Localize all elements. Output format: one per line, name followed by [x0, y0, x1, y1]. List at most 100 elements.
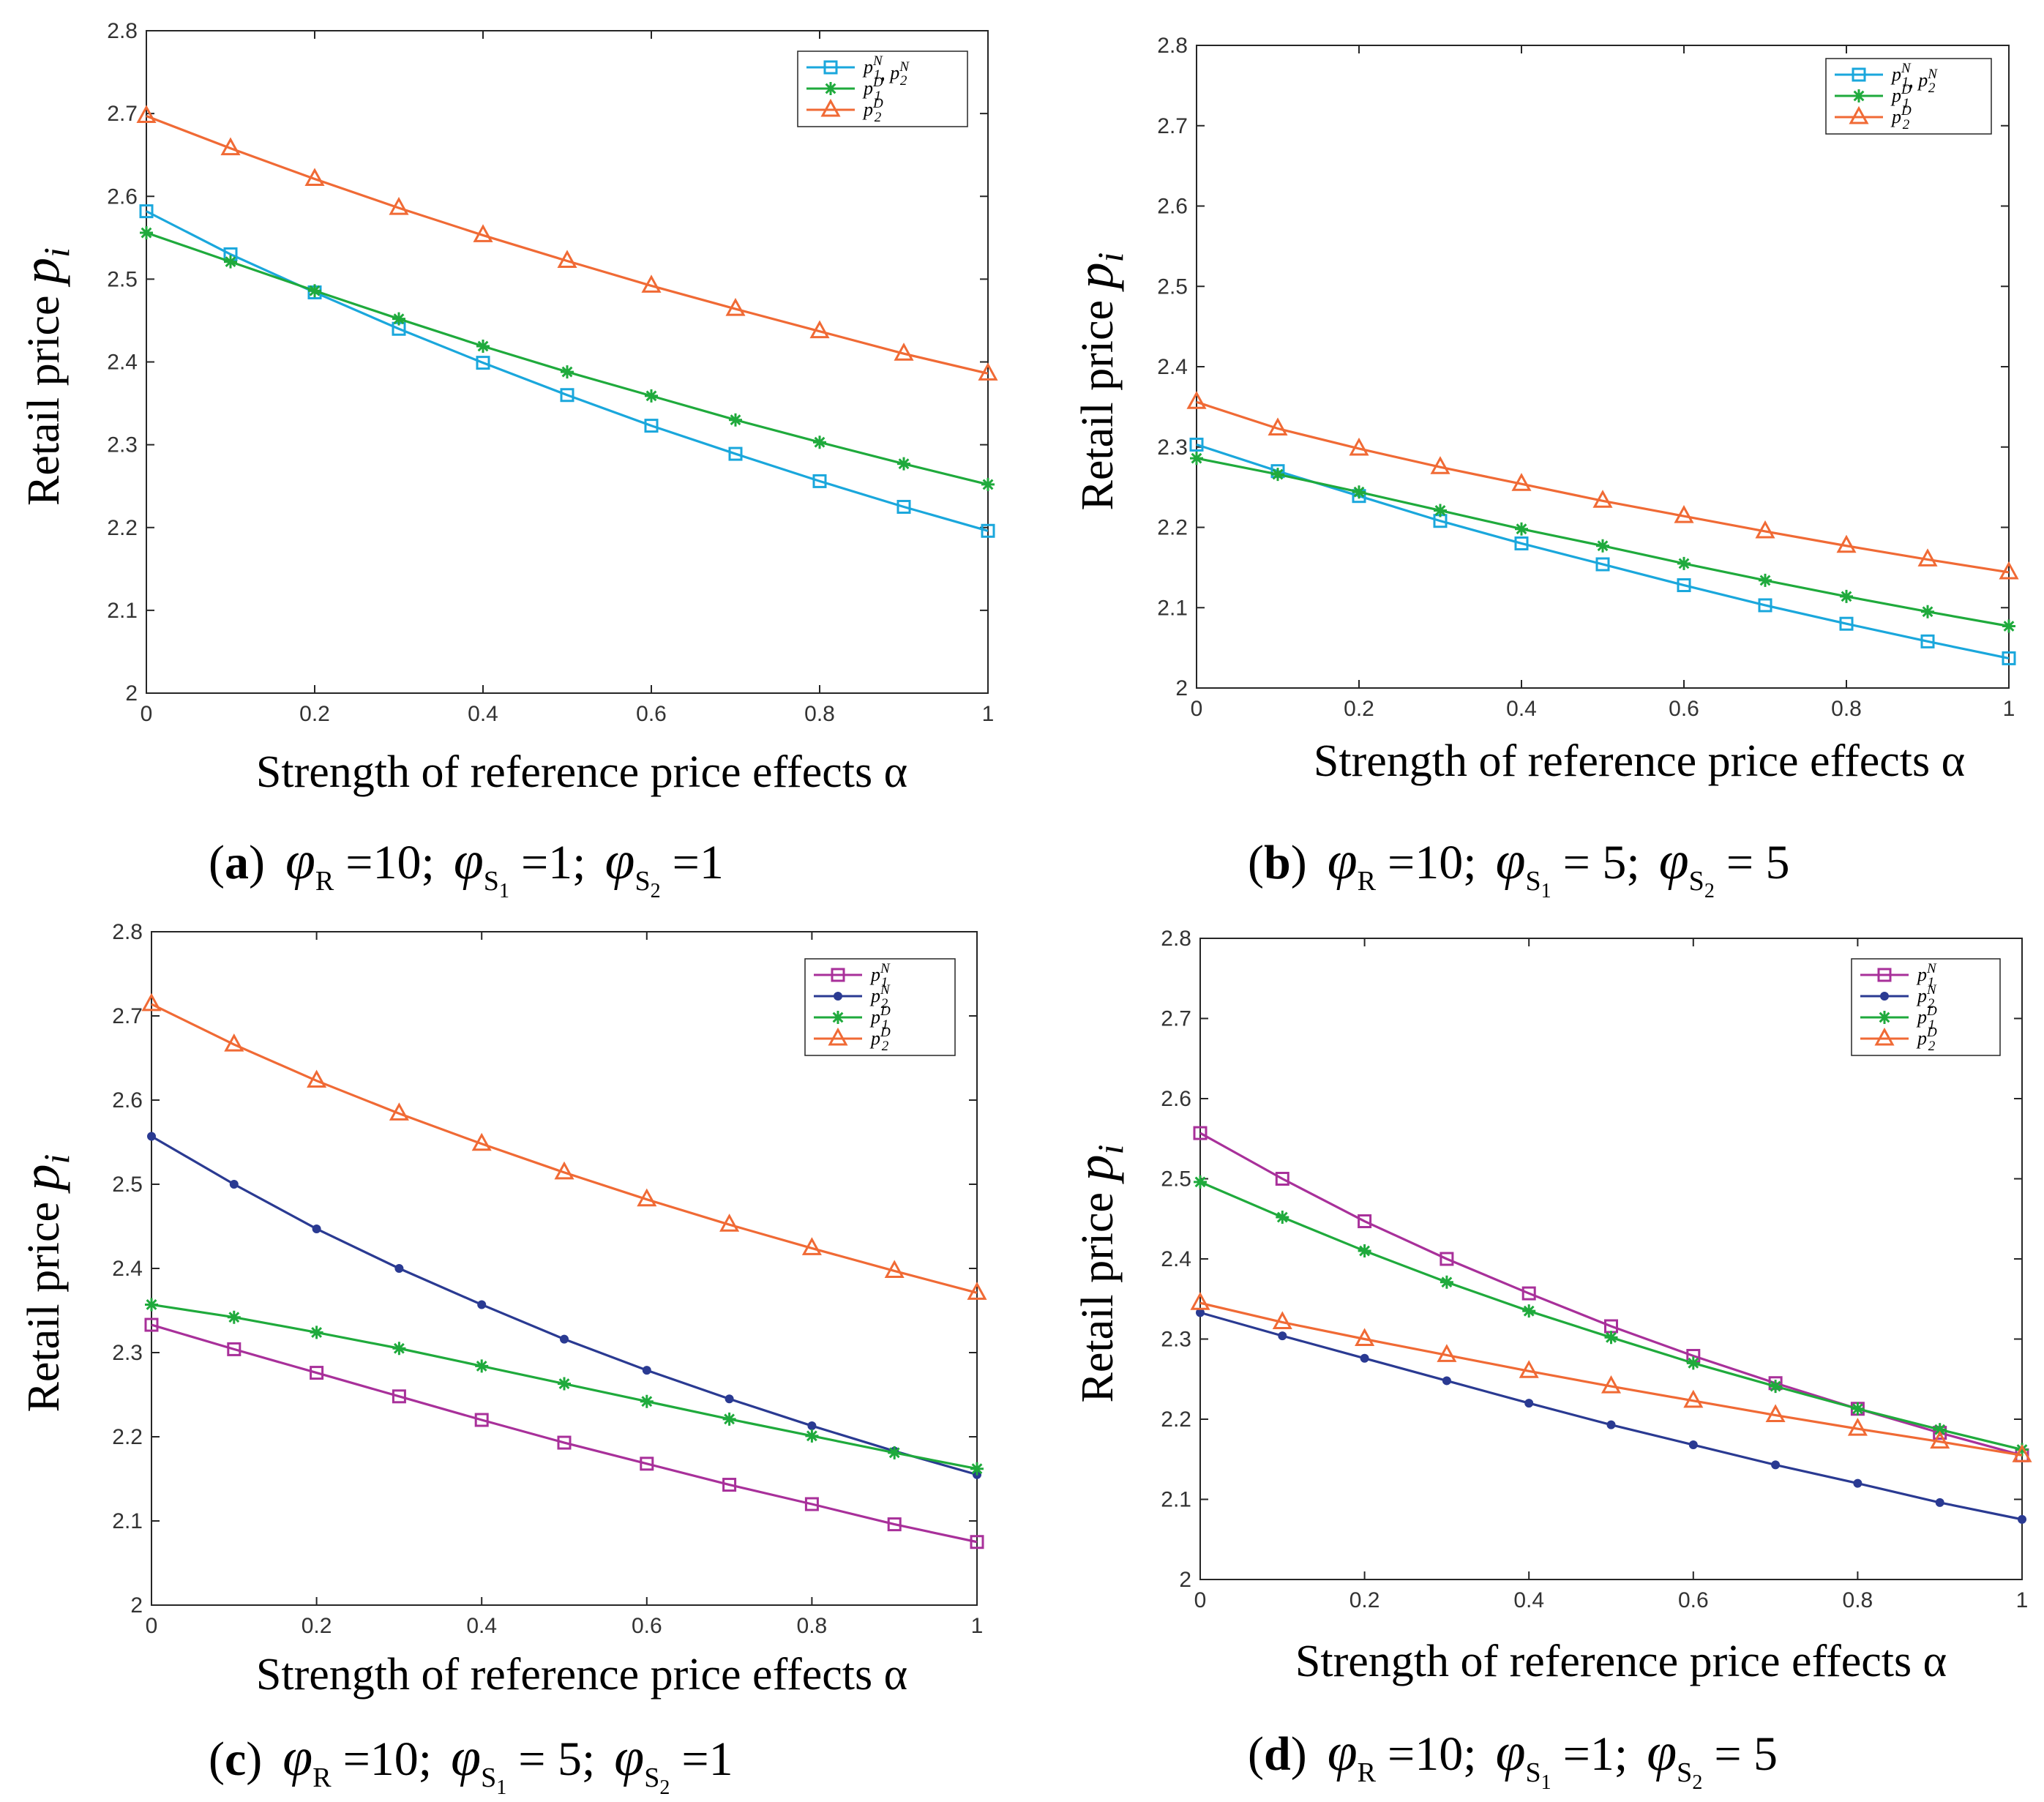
data-point-marker — [227, 1310, 241, 1324]
caption-paren: ) — [1291, 836, 1307, 889]
y-tick-label: 2.6 — [112, 1088, 143, 1113]
legend-base: p — [1890, 85, 1901, 106]
data-point-marker — [981, 523, 995, 538]
caption-value: =10; — [1388, 836, 1477, 889]
legend: pN 1pN 2pD 1pD 2 — [1851, 958, 2001, 1056]
caption-value: =10; — [345, 836, 435, 889]
legend-sub: 2 — [882, 1039, 889, 1054]
y-tick-label: 2.3 — [1157, 435, 1188, 460]
legend-sup: N — [880, 982, 891, 998]
legend-sub: 2 — [1928, 81, 1936, 96]
data-point-marker — [2015, 1443, 2029, 1457]
y-tick-label: 2.7 — [1161, 1007, 1191, 1031]
series-line — [146, 210, 989, 532]
caption-letter: a — [225, 836, 249, 889]
x-axis-label: Strength of reference price effects α — [256, 747, 907, 797]
data-point-marker — [144, 1317, 159, 1332]
data-point-marker — [224, 255, 237, 269]
legend-sup: D — [880, 1003, 891, 1019]
legend-marker — [1878, 1011, 1891, 1024]
legend-marker — [824, 82, 837, 95]
data-point-marker — [1522, 1304, 1536, 1318]
data-point-marker — [981, 477, 995, 491]
data-point-marker — [560, 388, 574, 403]
data-point-marker — [2012, 1444, 2032, 1462]
y-tick-label: 2.4 — [1161, 1247, 1191, 1271]
data-point-marker — [1769, 1380, 1783, 1394]
caption: (b) φR =10; φS1= 5; φS2= 5 — [1248, 831, 1790, 902]
y-tick-label: 2.2 — [112, 1425, 143, 1449]
data-point-marker — [1771, 1460, 1781, 1470]
caption-value: =1 — [673, 836, 724, 889]
x-tick-label: 0.4 — [466, 1614, 497, 1638]
data-point-marker — [307, 1069, 327, 1088]
data-point-marker — [978, 362, 998, 381]
legend-entry: pD 1 — [1916, 1003, 1937, 1033]
legend-entry: pN 1 — [1916, 961, 1937, 990]
series-line — [1199, 1301, 2023, 1457]
data-point-marker — [1511, 473, 1532, 491]
caption-value: = 5; — [1563, 836, 1640, 889]
legend-sup: D — [1926, 1003, 1937, 1019]
caption-letter: c — [225, 1732, 246, 1786]
caption-sub: S — [481, 1762, 496, 1793]
caption-sub: R — [315, 866, 334, 897]
caption-letter: b — [1264, 836, 1291, 889]
data-point-marker — [1836, 534, 1857, 553]
data-point-marker — [1437, 1344, 1457, 1362]
caption-subsub: 1 — [1541, 1771, 1551, 1794]
y-tick-label: 2 — [130, 1593, 143, 1618]
data-point-marker — [1440, 1275, 1453, 1289]
legend-sup: N — [1926, 982, 1937, 998]
data-point-marker — [312, 1224, 321, 1233]
y-tick-label: 2.4 — [112, 1257, 143, 1281]
data-point-marker — [813, 435, 826, 449]
legend-marker — [820, 98, 841, 117]
y-tick-label: 2.2 — [107, 516, 138, 540]
caption-paren: ) — [1291, 1727, 1307, 1781]
caption-value: = 5 — [1714, 1727, 1778, 1781]
x-tick-label: 1 — [971, 1614, 984, 1638]
caption-paren: ( — [1248, 836, 1264, 889]
y-tick-label: 2.1 — [1157, 596, 1188, 620]
x-tick-label: 0.2 — [1344, 697, 1374, 721]
x-tick-label: 1 — [2016, 1588, 2029, 1612]
data-point-marker — [1189, 437, 1204, 452]
y-label-var: p — [12, 258, 70, 288]
data-point-marker — [310, 1366, 324, 1380]
x-tick-label: 1 — [982, 702, 995, 726]
subplot-a: 0 0.2 0.4 0.6 0.8 1 2 2.1 2.2 2.3 2.4 2.5 2.6 2.7 2.8 p… — [12, 19, 998, 902]
legend-sup: N — [1901, 61, 1912, 76]
legend-entry: pN 1 — [869, 961, 891, 990]
data-point-marker — [642, 1366, 651, 1375]
x-tick-label: 0 — [1191, 697, 1203, 721]
caption-paren: ( — [209, 836, 225, 889]
legend-entry: pN 2 — [1916, 982, 1937, 1012]
data-point-marker — [1921, 605, 1934, 618]
plot-area — [1196, 45, 2010, 689]
data-point-marker — [2018, 1514, 2026, 1524]
data-point-marker — [1190, 1292, 1210, 1310]
data-point-marker — [557, 1435, 572, 1450]
y-tick-label: 2 — [1179, 1568, 1191, 1592]
legend-base: p — [869, 964, 880, 985]
data-point-marker — [1847, 1418, 1868, 1436]
x-tick-label: 0 — [146, 1614, 158, 1638]
data-point-marker — [722, 1478, 737, 1492]
data-point-marker — [722, 1412, 736, 1426]
y-tick-label: 2.8 — [112, 920, 143, 944]
caption-sub: S — [634, 866, 650, 897]
data-point-marker — [809, 320, 830, 339]
data-point-marker — [637, 1188, 657, 1207]
caption-subsub: 1 — [1541, 880, 1551, 902]
caption-symbol: φ — [1659, 831, 1689, 891]
legend-sub: 2 — [875, 110, 882, 125]
legend-marker — [1874, 1027, 1895, 1046]
data-point-marker — [729, 413, 742, 427]
caption-value: =10; — [1388, 1727, 1477, 1781]
legend-marker — [828, 1027, 848, 1046]
caption-subsub: 2 — [1692, 1771, 1702, 1794]
legend-sub: 2 — [1903, 117, 1910, 132]
data-point-marker — [645, 389, 658, 403]
data-point-marker — [1355, 1328, 1375, 1346]
